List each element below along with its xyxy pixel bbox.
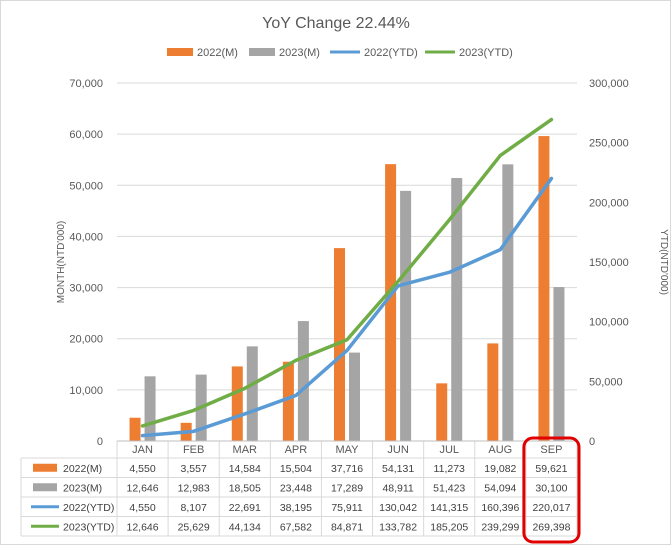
table-cell: 38,195 (280, 502, 312, 514)
table-cell: 11,273 (434, 463, 465, 475)
table-cell: 84,871 (331, 521, 363, 533)
table-cell: 4,550 (129, 502, 155, 514)
y2-tick-label: 150,000 (589, 257, 629, 269)
table-row-label: 2023(M) (63, 482, 102, 494)
y-tick-label: 30,000 (69, 283, 103, 295)
legend-swatch-2022(M) (167, 48, 193, 56)
table-cell: 19,082 (484, 463, 516, 475)
y-tick-label: 70,000 (69, 78, 103, 90)
table-cell: 15,504 (280, 463, 312, 475)
legend-label-2022(YTD): 2022(YTD) (364, 47, 418, 59)
bar-2022(M)-AUG (487, 343, 498, 441)
table-cell: 59,621 (535, 463, 567, 475)
table-cell: 37,716 (331, 463, 363, 475)
y2-tick-label: 50,000 (589, 376, 623, 388)
table-cell: 220,017 (532, 502, 570, 514)
legend-swatch-2023(M) (249, 48, 275, 56)
y2-tick-label: 100,000 (589, 317, 629, 329)
y2-tick-label: 0 (589, 436, 595, 448)
table-cell: 4,550 (129, 463, 155, 475)
table-cell: 22,691 (229, 502, 261, 514)
y2-axis-label: YTD(NTD'000) (658, 229, 669, 295)
y2-tick-label: 250,000 (589, 138, 629, 150)
x-tick-label: JUL (439, 444, 459, 456)
table-cell: 12,646 (126, 521, 158, 533)
y2-tick-label: 200,000 (589, 197, 629, 209)
bar-2023(M)-JUN (400, 191, 411, 441)
bar-2023(M)-JAN (145, 376, 156, 441)
y-tick-label: 40,000 (69, 231, 103, 243)
x-tick-label: SEP (540, 444, 562, 456)
table-cell: 14,584 (229, 463, 261, 475)
table-cell: 25,629 (178, 521, 210, 533)
table-cell: 141,315 (430, 502, 468, 514)
x-tick-label: APR (285, 444, 308, 456)
legend-label-2022(M): 2022(M) (197, 47, 238, 59)
x-tick-label: JAN (132, 444, 153, 456)
bar-2023(M)-MAY (349, 353, 360, 441)
chart-title: YoY Change 22.44% (262, 15, 410, 32)
table-cell: 130,042 (379, 502, 417, 514)
table-row-label: 2023(YTD) (63, 521, 114, 533)
bar-2022(M)-MAR (232, 366, 243, 441)
table-cell: 54,094 (484, 482, 516, 494)
table-cell: 133,782 (379, 521, 417, 533)
y-tick-label: 20,000 (69, 334, 103, 346)
table-cell: 23,448 (280, 482, 312, 494)
x-tick-label: MAY (335, 444, 359, 456)
y2-tick-label: 300,000 (589, 78, 629, 90)
y-axis-label: MONTH(NTD'000) (56, 221, 67, 303)
bar-2022(M)-JAN (130, 418, 141, 441)
table-cell: 185,205 (430, 521, 468, 533)
table-cell: 75,911 (331, 502, 362, 514)
x-tick-label: JUN (387, 444, 408, 456)
table-legend-key-2023(M) (33, 483, 57, 491)
table-cell: 51,423 (433, 482, 465, 494)
table-cell: 12,983 (178, 482, 210, 494)
bar-2023(M)-AUG (502, 164, 513, 441)
y-tick-label: 60,000 (69, 129, 103, 141)
table-cell: 8,107 (181, 502, 207, 514)
table-cell: 17,289 (331, 482, 363, 494)
table-cell: 44,134 (229, 521, 261, 533)
table-cell: 3,557 (181, 463, 207, 475)
table-cell: 48,911 (382, 482, 413, 494)
legend-label-2023(M): 2023(M) (279, 47, 320, 59)
bar-2022(M)-JUL (436, 383, 447, 441)
table-cell: 30,100 (535, 482, 567, 494)
table-row-label: 2022(M) (63, 463, 102, 475)
table-cell: 54,131 (382, 463, 414, 475)
table-cell: 12,646 (126, 482, 158, 494)
table-cell: 160,396 (481, 502, 519, 514)
legend-label-2023(YTD): 2023(YTD) (459, 47, 513, 59)
x-tick-label: MAR (233, 444, 258, 456)
table-row-label: 2022(YTD) (63, 502, 114, 514)
table-cell: 18,505 (229, 482, 261, 494)
x-tick-label: AUG (488, 444, 512, 456)
table-cell: 269,398 (532, 521, 570, 533)
y-tick-label: 50,000 (69, 180, 103, 192)
table-cell: 67,582 (280, 521, 312, 533)
y-tick-label: 0 (97, 436, 103, 448)
x-tick-label: FEB (183, 444, 204, 456)
bar-2023(M)-SEP (553, 287, 564, 441)
y-tick-label: 10,000 (69, 385, 103, 397)
table-cell: 239,299 (481, 521, 519, 533)
table-legend-key-2022(M) (33, 464, 57, 472)
bar-2023(M)-MAR (247, 346, 258, 441)
bar-2023(M)-APR (298, 321, 309, 441)
